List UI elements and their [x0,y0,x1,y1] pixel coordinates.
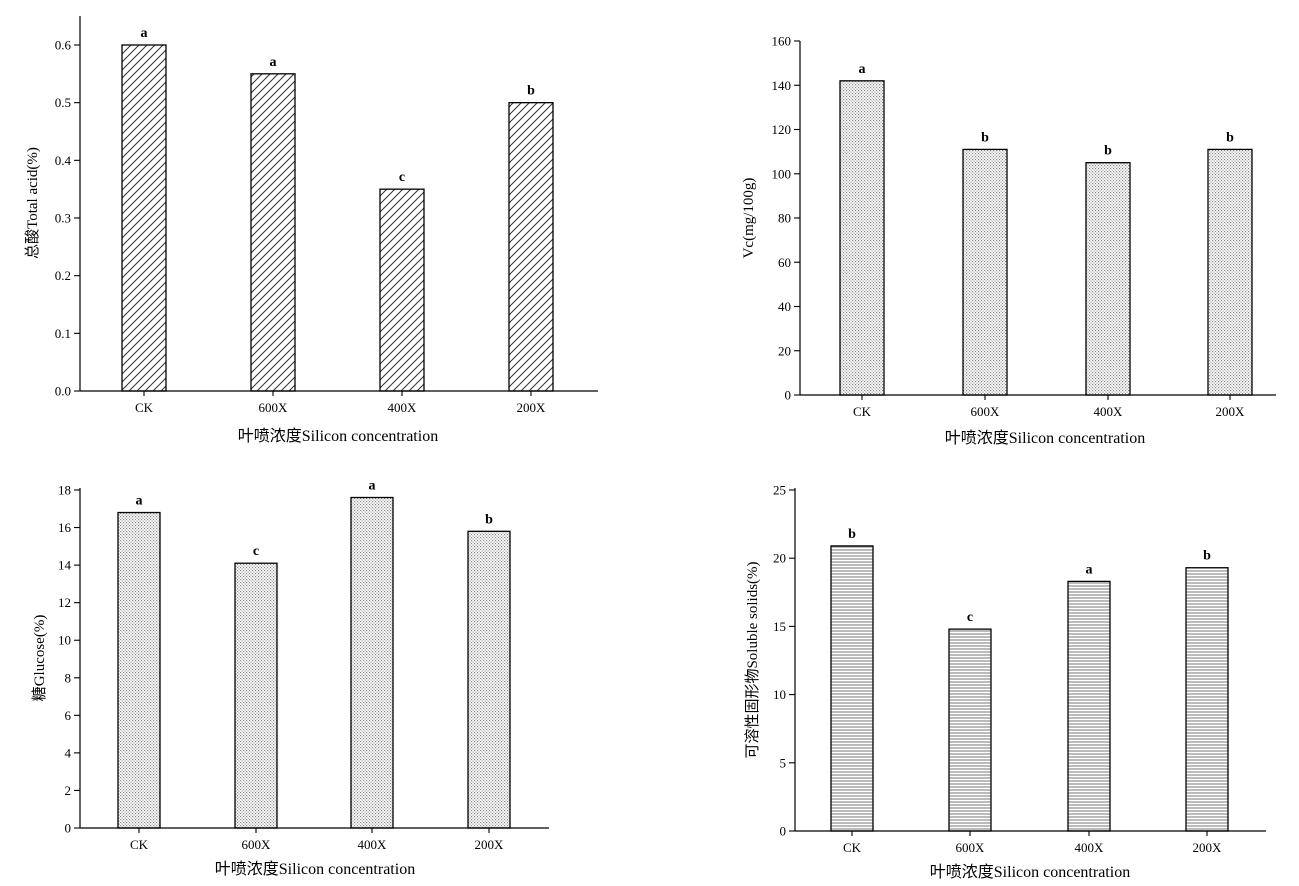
significance-letter: a [141,26,148,41]
significance-letter: b [1226,130,1234,145]
x-tick-label: 600X [259,400,289,415]
bar-400x [379,188,425,392]
significance-letter: a [859,62,866,77]
x-tick-label: 200X [1216,404,1246,419]
y-axis-title: 糖Glucose(%) [31,615,48,702]
y-tick-label: 0.5 [55,95,71,110]
significance-letter: a [136,494,143,509]
bar-ck [839,80,885,396]
chart-panel-soluble-solids: b c a b 0 5 10 15 20 25 CK 600X 400X 200X 叶喷浓度Silico… [744,483,1266,881]
bar-600x [962,148,1008,396]
y-axis-title: Vc(mg/100g) [741,178,757,259]
significance-letter: b [981,130,989,145]
y-tick-label: 14 [58,558,72,573]
significance-letter: c [967,610,973,625]
x-tick-label: CK [135,400,154,415]
bar-ck [830,545,874,832]
bar-400x [350,496,394,829]
chart-panel-glucose: a c a b 0 2 4 6 8 10 12 14 16 18 CK 600X 400X 200X 叶喷浓度S… [31,479,549,878]
x-tick-label: CK [843,840,862,855]
y-tick-label: 160 [772,34,792,49]
significance-letter: b [527,84,535,99]
y-axis-title: 可溶性固形物Soluble solids(%) [744,561,761,758]
significance-letter: b [1203,549,1211,564]
y-tick-label: 0 [785,388,792,403]
y-tick-label: 4 [65,745,72,760]
x-tick-label: 400X [388,400,418,415]
x-axis-title: 叶喷浓度Silicon concentration [945,429,1145,447]
y-tick-label: 140 [772,78,792,93]
x-tick-label: 400X [1075,840,1105,855]
bar-200x [467,530,511,829]
significance-letter: c [399,170,405,185]
bar-400x [1067,580,1111,832]
y-tick-label: 2 [65,783,72,798]
y-axis-title: 总酸Total acid(%) [24,147,41,259]
bar-200x [508,102,554,392]
x-tick-label: 600X [971,404,1001,419]
y-tick-label: 120 [772,122,792,137]
significance-letter: a [270,55,277,70]
y-tick-label: 0.2 [55,268,71,283]
bar-200x [1207,148,1253,396]
y-tick-label: 60 [778,255,791,270]
y-tick-label: 0.1 [55,326,71,341]
y-tick-label: 15 [773,619,786,634]
x-tick-label: CK [130,837,149,852]
significance-letter: a [369,479,376,494]
y-tick-label: 10 [58,633,71,648]
y-tick-label: 0.0 [55,384,71,399]
significance-letter: b [1104,144,1112,159]
x-axis-title: 叶喷浓度Silicon concentration [215,860,415,878]
significance-letter: b [485,512,493,527]
x-tick-label: 200X [1193,840,1223,855]
y-tick-label: 16 [58,520,72,535]
bar-600x [234,562,278,829]
y-tick-label: 0 [65,821,72,836]
bar-ck [117,511,161,829]
y-tick-label: 0 [780,824,787,839]
x-tick-label: 600X [956,840,986,855]
y-tick-label: 20 [773,551,786,566]
significance-letter: c [253,544,259,559]
y-tick-label: 10 [773,687,786,702]
y-tick-label: 0.6 [55,38,72,53]
significance-letter: b [848,527,856,542]
y-tick-label: 25 [773,483,786,498]
x-axis-title: 叶喷浓度Silicon concentration [238,427,438,445]
bar-400x [1085,162,1131,396]
y-tick-label: 0.3 [55,211,71,226]
y-tick-label: 80 [778,211,791,226]
x-tick-label: CK [853,404,872,419]
y-tick-label: 8 [65,670,72,685]
bar-600x [948,628,992,832]
significance-letter: a [1086,562,1093,577]
bar-600x [250,73,296,392]
y-tick-label: 18 [58,483,71,498]
y-tick-label: 40 [778,299,791,314]
y-tick-label: 0.4 [55,153,72,168]
x-tick-label: 200X [475,837,505,852]
bar-200x [1185,567,1229,832]
x-tick-label: 400X [1094,404,1124,419]
y-tick-label: 20 [778,343,791,358]
x-tick-label: 400X [358,837,388,852]
y-tick-label: 6 [65,708,72,723]
chart-panel-vc: a b b b 0 20 40 60 80 100 120 140 160 CK 600X 400X 200X… [741,34,1276,447]
x-axis-title: 叶喷浓度Silicon concentration [930,863,1130,881]
chart-panel-total-acid: a a c b 0.0 0.1 0.2 0.3 0.4 0.5 0.6 CK 600X 400X 200X… [24,16,598,445]
y-tick-label: 12 [58,595,71,610]
x-tick-label: 200X [517,400,547,415]
y-tick-label: 100 [772,166,792,181]
y-tick-label: 5 [780,755,787,770]
bar-ck [121,44,167,392]
x-tick-label: 600X [242,837,272,852]
